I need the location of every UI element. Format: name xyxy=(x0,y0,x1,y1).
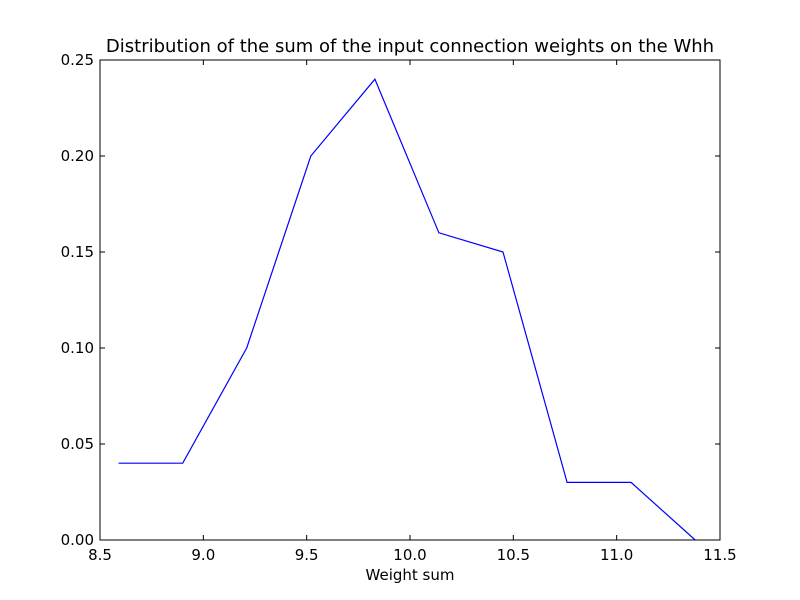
y-tick-label: 0.25 xyxy=(61,51,94,69)
x-tick-label: 11.5 xyxy=(703,546,736,564)
x-tick-label: 8.5 xyxy=(88,546,112,564)
series-layer xyxy=(118,78,696,541)
x-tick-label: 9.5 xyxy=(295,546,319,564)
y-tick-label: 0.10 xyxy=(61,339,94,357)
series-line xyxy=(118,78,696,541)
x-tick-label: 9.0 xyxy=(191,546,215,564)
plot-frame xyxy=(99,59,721,541)
y-tick-label: 0.00 xyxy=(61,531,94,549)
y-tick-labels: 0.00 0.05 0.10 0.15 0.20 0.25 xyxy=(61,51,94,549)
x-tick-labels: 8.5 9.0 9.5 10.0 10.5 11.0 11.5 xyxy=(88,546,737,564)
tick-marks xyxy=(99,59,721,541)
x-tick-label: 10.5 xyxy=(497,546,530,564)
x-axis-label: Weight sum xyxy=(366,566,455,584)
y-tick-label: 0.05 xyxy=(61,435,94,453)
chart-title: Distribution of the sum of the input con… xyxy=(106,36,714,57)
y-tick-label: 0.15 xyxy=(61,243,94,261)
x-tick-label: 10.0 xyxy=(393,546,426,564)
y-tick-label: 0.20 xyxy=(61,147,94,165)
x-tick-label: 11.0 xyxy=(600,546,633,564)
